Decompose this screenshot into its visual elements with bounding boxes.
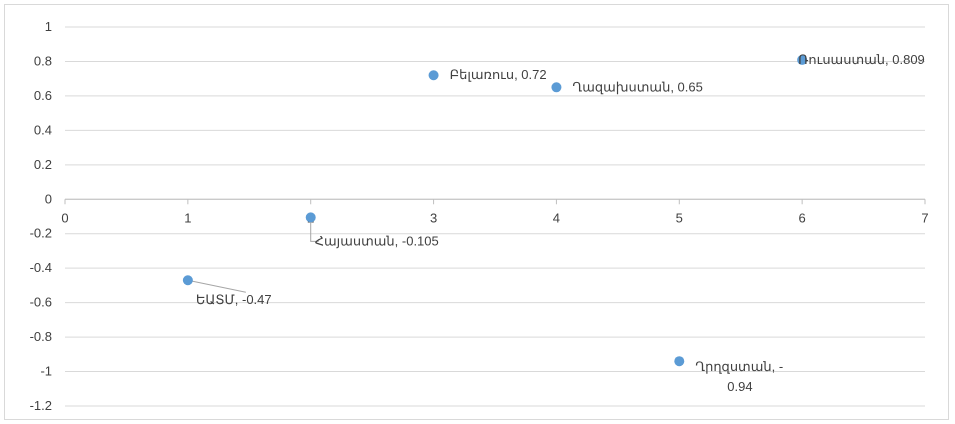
data-point	[428, 70, 439, 81]
data-label: Հայաստան, -0.105	[315, 233, 439, 248]
y-tick-label: 0.6	[34, 88, 52, 103]
x-tick-label: 3	[430, 210, 437, 225]
data-point	[797, 54, 808, 65]
data-point	[305, 212, 316, 223]
data-label: Ղրղզստան, -	[695, 359, 783, 374]
x-tick-label: 7	[921, 210, 928, 225]
leader-line	[187, 279, 246, 293]
data-point	[674, 356, 685, 367]
y-tick-label: 1	[45, 19, 52, 34]
y-tick-label: 0.4	[34, 122, 52, 137]
y-tick-label: 0	[45, 191, 52, 206]
data-label: Բելառուս, 0.72	[450, 67, 547, 82]
data-label: ԵԱՏՄ, -0.47	[196, 292, 272, 307]
y-tick-label: -1	[40, 364, 52, 379]
y-tick-label: -1.2	[30, 398, 52, 413]
leader-line	[310, 221, 319, 242]
data-label: Ռուսաստան, 0.809	[798, 52, 925, 67]
y-tick-label: -0.2	[30, 226, 52, 241]
data-label: 0.94	[727, 379, 752, 394]
x-tick-label: 4	[553, 210, 560, 225]
x-tick-label: 5	[676, 210, 683, 225]
x-tick-label: 0	[61, 210, 68, 225]
y-tick-label: -0.8	[30, 329, 52, 344]
x-tick-label: 1	[184, 210, 191, 225]
data-point	[182, 275, 193, 286]
data-label: Ղազախստան, 0.65	[572, 79, 702, 94]
y-tick-label: -0.6	[30, 295, 52, 310]
y-tick-label: 0.2	[34, 157, 52, 172]
chart-frame	[4, 4, 949, 420]
data-point	[551, 82, 562, 93]
y-tick-label: 0.8	[34, 53, 52, 68]
x-tick-label: 6	[799, 210, 806, 225]
y-tick-label: -0.4	[30, 260, 52, 275]
